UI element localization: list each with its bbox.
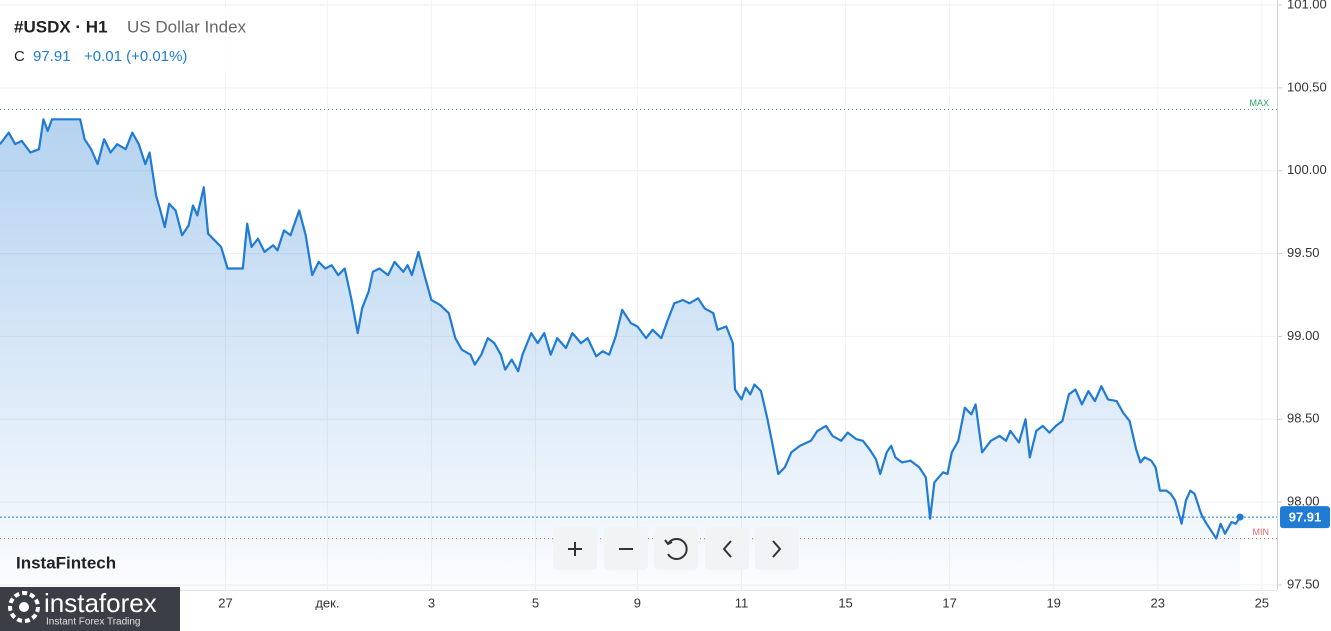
- y-tick-label: 98.50: [1287, 411, 1320, 426]
- change: +0.01 (+0.01%): [84, 48, 187, 65]
- x-tick-label: 19: [1046, 595, 1060, 610]
- y-tick-label: 100.50: [1287, 79, 1327, 94]
- logo-icon: [19, 602, 29, 612]
- max-label: MAX: [1249, 98, 1269, 108]
- y-tick-label: 99.00: [1287, 328, 1320, 343]
- x-tick-label: 17: [942, 595, 956, 610]
- chart-title: US Dollar Index: [127, 17, 247, 36]
- price-badge-label: 97.91: [1289, 510, 1322, 525]
- logo: instaforex Instant Forex Trading: [0, 587, 180, 631]
- legend-bg: [0, 8, 240, 72]
- x-tick-label: 3: [428, 595, 435, 610]
- logo-name: instaforex: [44, 588, 157, 618]
- y-tick-label: 98.00: [1287, 494, 1320, 509]
- x-tick-label: 5: [532, 595, 539, 610]
- x-tick-label: 23: [1151, 595, 1165, 610]
- x-tick-label: 25: [1255, 595, 1269, 610]
- reset-button[interactable]: [654, 527, 698, 570]
- close-value: 97.91: [33, 48, 71, 65]
- x-tick-label: 11: [735, 595, 749, 610]
- icon: [568, 542, 582, 556]
- x-tick-label: дек.: [315, 595, 339, 610]
- scroll-left-button[interactable]: [705, 527, 749, 570]
- price-badge: [1280, 506, 1330, 529]
- scroll-right-button[interactable]: [755, 527, 799, 570]
- watermark: InstaFintech: [16, 553, 116, 572]
- y-tick-label: 101.00: [1287, 0, 1327, 11]
- icon: [664, 538, 688, 560]
- area: [0, 119, 1241, 591]
- min-label: MIN: [1253, 527, 1270, 537]
- toolbar: [553, 527, 799, 570]
- logo-icon: [8, 591, 40, 623]
- line: [0, 118, 1242, 540]
- icon: [722, 540, 732, 558]
- plot: MAX MIN: [0, 98, 1277, 591]
- logo-tagline: Instant Forex Trading: [46, 617, 141, 628]
- x-tick-label: 27: [218, 595, 232, 610]
- x-tick-label: 9: [634, 595, 641, 610]
- y-tick-label: 100.00: [1287, 162, 1327, 177]
- close-label: C: [14, 48, 25, 65]
- symbol: #USDX · H1: [14, 17, 108, 36]
- axes: 97.50 98.00 98.50 99.00 99.50 100.00 100.50 101…: [218, 0, 1330, 610]
- x-tick-label: 15: [838, 595, 852, 610]
- logo-bg: [0, 587, 180, 631]
- y-tick-label: 97.50: [1287, 576, 1320, 591]
- y-tick-label: 99.50: [1287, 245, 1320, 260]
- icon: [772, 540, 782, 558]
